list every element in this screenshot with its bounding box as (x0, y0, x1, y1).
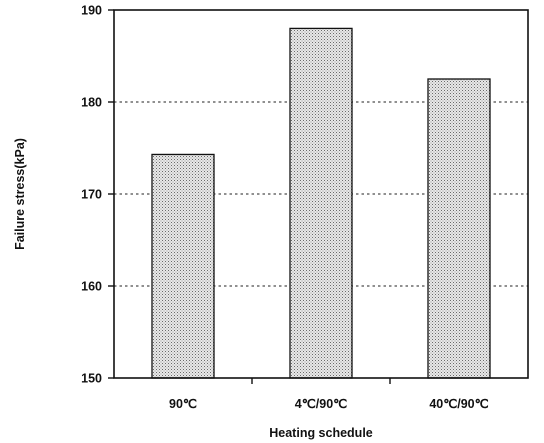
x-category-label: 40℃/90℃ (429, 397, 488, 411)
x-category-label: 4℃/90℃ (295, 397, 347, 411)
y-tick-label: 170 (81, 188, 102, 202)
y-axis-title: Failure stress(kPa) (13, 138, 27, 250)
bar-2 (289, 27, 353, 379)
y-tick-label: 190 (81, 4, 102, 18)
x-axis-ticks: 90℃ 4℃/90℃ 40℃/90℃ (169, 378, 489, 411)
bar-3 (427, 78, 491, 379)
x-axis-title: Heating schedule (269, 426, 373, 440)
y-axis-ticks: 150 160 170 180 190 (81, 4, 114, 386)
y-tick-label: 150 (81, 372, 102, 386)
x-category-label: 90℃ (169, 397, 197, 411)
y-tick-label: 180 (81, 96, 102, 110)
y-tick-label: 160 (81, 280, 102, 294)
bars (151, 27, 491, 379)
bar-1 (151, 153, 215, 379)
